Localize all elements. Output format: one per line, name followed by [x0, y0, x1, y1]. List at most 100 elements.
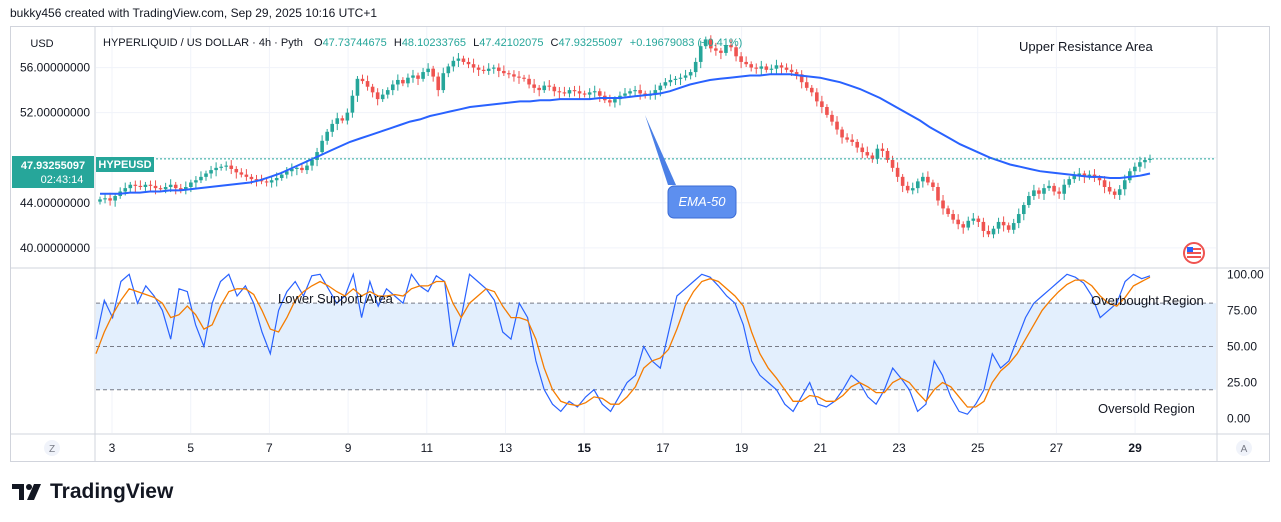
- x-tick-label: 13: [499, 441, 513, 455]
- candle-body: [229, 165, 234, 169]
- candle-body: [476, 67, 481, 70]
- candle-body: [658, 85, 663, 91]
- candle-body: [184, 187, 188, 191]
- candle-body: [370, 86, 375, 93]
- candle-body: [300, 167, 304, 171]
- candle-body: [961, 224, 966, 228]
- candle-body: [835, 121, 839, 130]
- candle-body: [709, 39, 713, 49]
- candle-body: [567, 90, 572, 94]
- annotation-lower-support: Lower Support Area: [278, 291, 394, 306]
- candle-body: [1032, 190, 1036, 197]
- candle-body: [981, 221, 986, 231]
- price-tick-label: 40.00000000: [20, 241, 90, 255]
- candle-body: [895, 167, 900, 177]
- candle-body: [1062, 184, 1066, 194]
- x-tick-label: 9: [345, 441, 352, 455]
- candle-body: [592, 91, 597, 93]
- candle-body: [557, 91, 562, 93]
- candle-body: [971, 218, 976, 221]
- candle-body: [406, 77, 410, 84]
- candle-body: [870, 155, 875, 159]
- candle-body: [98, 199, 102, 202]
- annotation-oversold: Oversold Region: [1098, 401, 1195, 416]
- candle-body: [946, 208, 950, 215]
- candle-body: [542, 85, 547, 91]
- candle-body: [113, 196, 117, 201]
- candle-body: [865, 152, 870, 156]
- oscillator-y-ticks: 100.00 75.00 50.00 25.00 0.00: [1227, 267, 1264, 425]
- candle-body: [784, 67, 789, 70]
- candle-body: [951, 214, 955, 220]
- candle-body: [421, 72, 425, 79]
- z-corner-button[interactable]: Z: [49, 444, 55, 455]
- candle-body: [774, 65, 779, 69]
- candle-body: [310, 159, 314, 166]
- candle-body: [739, 56, 743, 62]
- price-y-ticks: 56.00000000 52.00000000 44.00000000 40.0000…: [20, 61, 90, 255]
- candle-body: [794, 72, 799, 75]
- candle-body: [799, 74, 804, 83]
- candle-body: [860, 147, 865, 153]
- candle-body: [330, 123, 335, 132]
- legend-low-value: 47.42102075: [479, 37, 543, 49]
- candle-body: [875, 148, 880, 159]
- candle-body: [375, 92, 380, 100]
- candle-body: [355, 78, 360, 96]
- candle-body: [189, 182, 193, 187]
- candle-body: [749, 64, 754, 68]
- candle-body: [597, 91, 602, 96]
- annotation-upper-resistance: Upper Resistance Area: [1019, 39, 1153, 54]
- candle-body: [396, 79, 400, 85]
- candle-body: [173, 184, 178, 189]
- candle-body: [1107, 187, 1112, 192]
- a-corner-button[interactable]: A: [1241, 444, 1248, 455]
- candle-body: [527, 78, 531, 85]
- currency-label[interactable]: USD: [30, 38, 54, 50]
- candle-body: [163, 187, 168, 190]
- candle-body: [764, 66, 769, 70]
- candle-body: [966, 220, 971, 228]
- candle-body: [638, 90, 642, 94]
- candle-body: [209, 170, 213, 174]
- x-tick-label: 23: [892, 441, 906, 455]
- candle-body: [1138, 162, 1142, 167]
- candle-body: [168, 184, 173, 187]
- candle-body: [340, 118, 345, 121]
- tradingview-logo-text: TradingView: [50, 480, 174, 503]
- us-flag-icon[interactable]: [1183, 242, 1205, 264]
- legend-symbol: HYPERLIQUID / US DOLLAR · 4h · Pyth: [103, 37, 303, 49]
- x-tick-label: 29: [1128, 441, 1142, 455]
- candle-body: [1021, 205, 1026, 215]
- x-tick-label: 19: [735, 441, 749, 455]
- price-tick-label: 44.00000000: [20, 196, 90, 210]
- tradingview-logo-icon: [12, 484, 41, 500]
- x-tick-label: 7: [266, 441, 273, 455]
- candle-body: [734, 47, 738, 57]
- candle-body: [1122, 180, 1127, 190]
- candle-body: [481, 69, 486, 71]
- candle-body: [1001, 221, 1006, 226]
- candle-body: [401, 79, 405, 84]
- candle-body: [825, 107, 829, 115]
- candle-body: [1037, 190, 1041, 194]
- candle-body: [320, 140, 324, 153]
- candle-body: [688, 72, 693, 76]
- x-tick-label: 21: [814, 441, 828, 455]
- candle-body: [486, 68, 491, 71]
- candle-body: [426, 68, 430, 73]
- candle-body: [128, 184, 133, 189]
- candle-body: [582, 93, 587, 95]
- candle-body: [613, 99, 617, 103]
- candle-body: [1087, 174, 1092, 177]
- candle-body: [668, 79, 673, 83]
- candle-body: [623, 93, 627, 96]
- candle-body: [547, 85, 552, 87]
- candle-body: [1042, 188, 1046, 194]
- candle-body: [703, 39, 708, 47]
- candle-body: [325, 131, 329, 141]
- candle-body: [224, 165, 229, 167]
- oscillator-tick-label: 0.00: [1227, 412, 1251, 426]
- oscillator-tick-label: 75.00: [1227, 303, 1257, 317]
